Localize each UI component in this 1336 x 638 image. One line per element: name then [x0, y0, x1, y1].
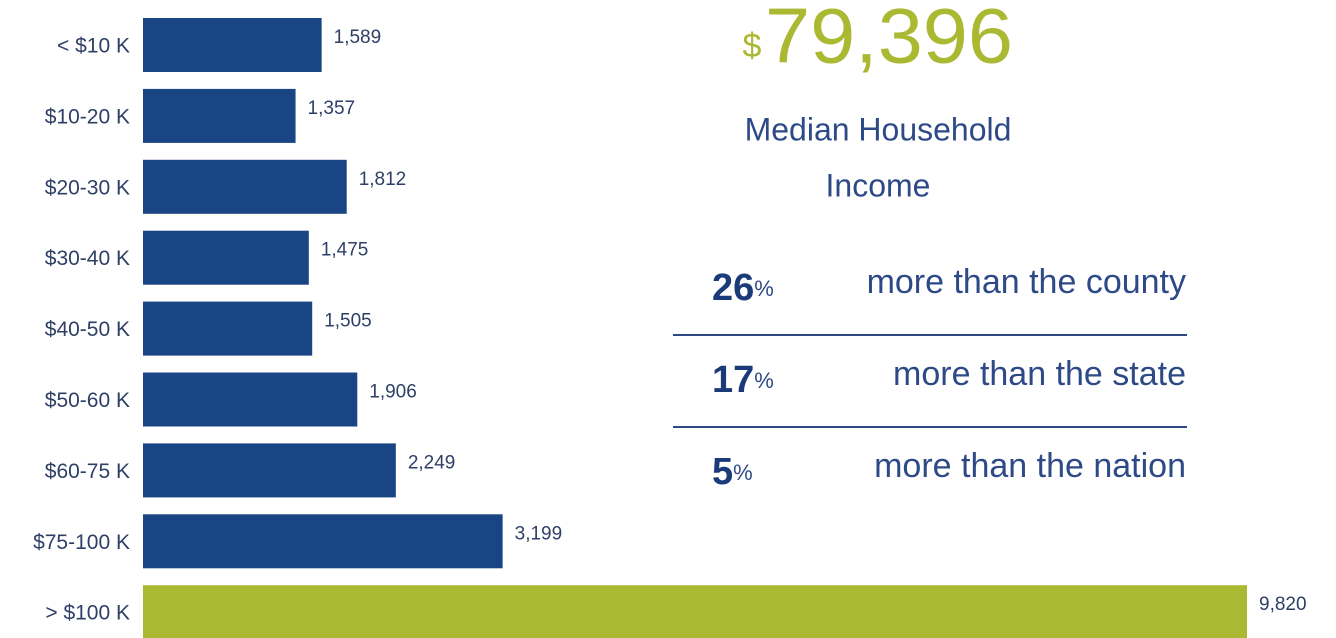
comparison-figure: 17% [712, 359, 774, 401]
comparison-text: more than the county [867, 263, 1186, 301]
comparison-figure: 26% [712, 267, 774, 309]
category-label: $40-50 K [45, 318, 130, 341]
category-label: $20-30 K [45, 176, 130, 199]
bar [143, 372, 358, 427]
value-label: 1,357 [308, 98, 356, 119]
comparison-unit: % [733, 460, 753, 485]
bar [143, 230, 309, 285]
comparison-text: more than the state [893, 355, 1186, 393]
value-label: 9,820 [1259, 594, 1307, 615]
comparison-value: 5 [712, 451, 733, 493]
comparison-value: 26 [712, 267, 754, 309]
category-label: $50-60 K [45, 389, 130, 412]
value-label: 1,812 [359, 169, 407, 190]
bar [143, 301, 313, 356]
value-label: 1,475 [321, 240, 369, 261]
bar [143, 443, 396, 498]
value-label: 3,199 [515, 523, 563, 544]
comparison-value: 17 [712, 359, 754, 401]
category-label: $30-40 K [45, 247, 130, 270]
bar [143, 88, 296, 143]
category-label: < $10 K [57, 35, 130, 58]
value-label: 1,505 [324, 311, 372, 332]
category-label: $75-100 K [33, 531, 130, 554]
currency-sign: $ [743, 27, 762, 65]
comparison-unit: % [754, 368, 774, 393]
comparison-figure: 5% [712, 451, 753, 493]
bar [143, 585, 1247, 638]
category-label: $10-20 K [45, 105, 130, 128]
bar [143, 159, 347, 214]
median-income: 79,396 [765, 0, 1013, 80]
caption: Median Household [745, 111, 1012, 147]
comparison-unit: % [754, 276, 774, 301]
value-label: 1,906 [369, 382, 417, 403]
caption: Income [826, 167, 931, 203]
category-label: $60-75 K [45, 460, 130, 483]
comparison-text: more than the nation [874, 447, 1186, 485]
bar [143, 514, 503, 569]
bar [143, 18, 322, 72]
value-label: 1,589 [334, 27, 382, 48]
category-label: > $100 K [45, 602, 130, 625]
value-label: 2,249 [408, 452, 456, 473]
